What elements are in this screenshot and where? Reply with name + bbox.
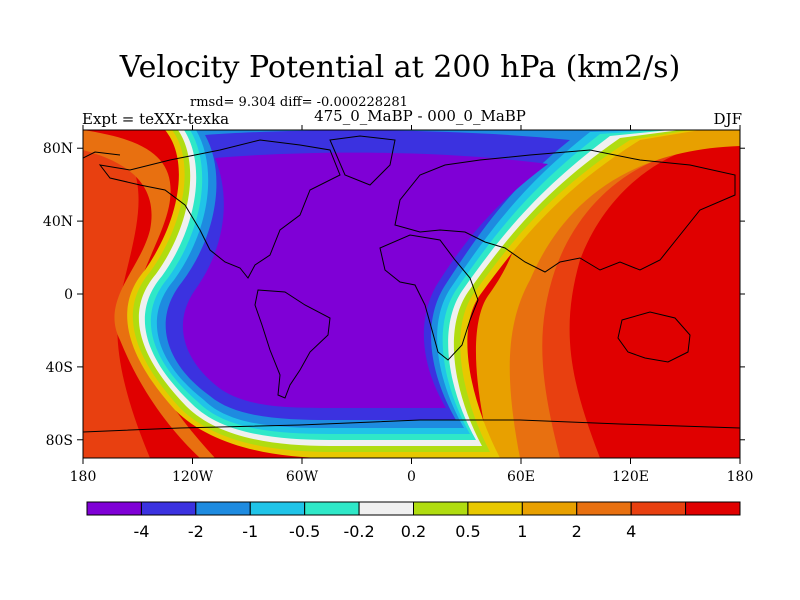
period-label: 475_0_MaBP - 000_0_MaBP (314, 107, 526, 125)
chart-title: Velocity Potential at 200 hPa (km2/s) (119, 50, 681, 85)
colorbar-swatch (195, 501, 251, 516)
y-tick-label: 80S (46, 433, 73, 449)
coastline-antarctica (83, 419, 740, 433)
colorbar-label: 0.5 (455, 522, 480, 541)
coastline-australia (617, 311, 691, 363)
colorbar-swatch (140, 501, 197, 516)
season-label: DJF (713, 110, 742, 128)
colorbar-swatch (685, 501, 741, 516)
coastline-eurasia (394, 149, 736, 273)
colorbar: -4 -2 -1 -0.5 -0.2 0.2 0.5 1 2 4 (86, 501, 741, 541)
colorbar-swatch (304, 501, 360, 516)
colorbar-label: 1 (517, 522, 527, 541)
x-tick-label: 120E (612, 469, 649, 485)
colorbar-label: -2 (188, 522, 204, 541)
colorbar-label: 2 (572, 522, 582, 541)
coastline-africa (379, 234, 479, 361)
stats-label: rmsd= 9.304 diff= -0.000228281 (190, 95, 408, 110)
x-tick-label: 180 (70, 469, 97, 485)
colorbar-swatch (249, 501, 306, 516)
colorbar-swatch (630, 501, 687, 516)
y-tick-label: 0 (64, 287, 73, 303)
colorbar-swatch (413, 501, 469, 516)
x-tick-label: 180 (727, 469, 754, 485)
field-band-2-west (83, 130, 150, 458)
field-band-1-west (83, 130, 215, 458)
colorbar-label: -4 (133, 522, 149, 541)
y-axis: 80N 40N 0 40S 80S (43, 141, 745, 449)
colorbar-swatch (576, 501, 632, 516)
coastline-north-america (98, 139, 341, 279)
coastline-greenland (329, 135, 396, 186)
colorbar-swatch (467, 501, 523, 516)
x-axis: 180 120W 60W 0 60E 120E 180 (70, 125, 754, 485)
experiment-label: Expt = teXXr-texka (82, 110, 230, 128)
coastline-arctic (83, 151, 121, 159)
x-tick-label: 120W (172, 469, 214, 485)
colorbar-label: 4 (626, 522, 636, 541)
field-band-neg-4 (182, 152, 548, 408)
x-tick-label: 60W (286, 469, 319, 485)
colorbar-swatch (358, 501, 415, 516)
colorbar-label: -0.2 (343, 522, 374, 541)
colorbar-label: -1 (242, 522, 258, 541)
x-tick-label: 0 (407, 469, 416, 485)
y-tick-label: 80N (43, 141, 73, 157)
colorbar-label: -0.5 (289, 522, 320, 541)
map-field (83, 130, 740, 458)
coastlines (83, 135, 740, 433)
y-tick-label: 40S (46, 360, 73, 376)
x-tick-label: 60E (507, 469, 535, 485)
y-tick-label: 40N (43, 214, 73, 230)
colorbar-swatch (521, 501, 578, 516)
colorbar-label: 0.2 (401, 522, 426, 541)
coastline-south-america (254, 289, 331, 399)
colorbar-swatch (86, 501, 142, 516)
